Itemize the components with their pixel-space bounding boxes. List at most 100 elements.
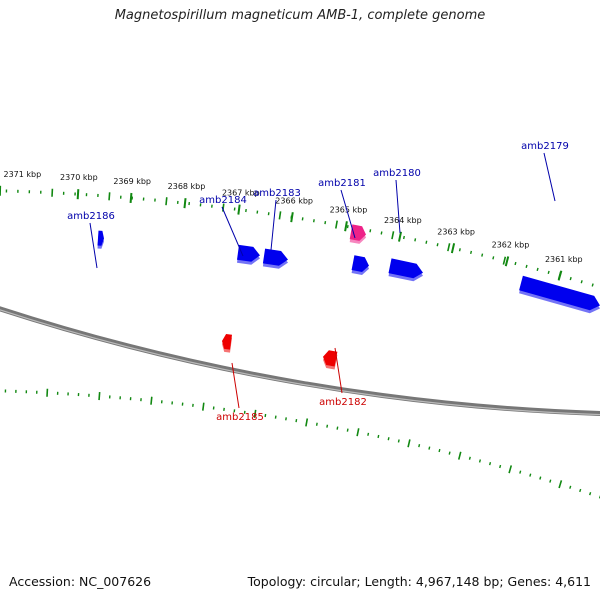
gene-amb2182[interactable] bbox=[323, 350, 338, 370]
backbone-highlight bbox=[0, 309, 600, 416]
gene-amb2180-body bbox=[351, 255, 369, 272]
scale-tick-mark bbox=[398, 231, 402, 242]
label-leader-amb2184 bbox=[221, 206, 244, 257]
outer-track-tick bbox=[324, 221, 327, 225]
outer-track-tick bbox=[447, 243, 451, 252]
inner-track-tick bbox=[438, 448, 441, 453]
outer-track-tick bbox=[391, 231, 395, 240]
inner-track-tick bbox=[529, 473, 532, 477]
outer-track-tick bbox=[591, 283, 594, 287]
gene-amb2185-body bbox=[222, 334, 232, 350]
outer-track-tick bbox=[380, 231, 383, 235]
scale-tick-mark bbox=[557, 270, 563, 281]
scale-tick-label: 2368 kbp bbox=[168, 182, 206, 191]
inner-track-tick bbox=[305, 418, 309, 427]
outer-track-tick bbox=[458, 248, 461, 252]
inner-track-tick bbox=[387, 437, 390, 441]
inner-track-tick bbox=[315, 422, 318, 426]
gene-amb2181-body bbox=[349, 224, 366, 241]
outer-track-tick bbox=[525, 264, 528, 269]
scale-tick-mark bbox=[450, 243, 456, 254]
label-leader-amb2179 bbox=[543, 152, 556, 202]
gene-amb2180[interactable] bbox=[388, 258, 424, 282]
gene-amb2179[interactable] bbox=[519, 275, 600, 314]
outer-track-tick bbox=[436, 243, 439, 247]
inner-track-tick bbox=[397, 439, 400, 443]
gene-amb2184-body bbox=[237, 244, 260, 262]
inner-track-tick bbox=[488, 462, 492, 466]
scale-tick-label: 2370 kbp bbox=[60, 173, 98, 182]
gene-label-amb2182[interactable]: amb2182 bbox=[319, 397, 367, 408]
gene-label-amb2186[interactable]: amb2186 bbox=[67, 211, 115, 222]
scale-tick-label: 2362 kbp bbox=[492, 241, 530, 250]
scale-tick-mark bbox=[504, 256, 510, 267]
gene-amb2183[interactable] bbox=[262, 248, 288, 269]
inner-track-tick bbox=[336, 426, 339, 430]
outer-track-tick bbox=[278, 211, 282, 220]
scale-tick-label: 2361 kbp bbox=[545, 255, 583, 264]
inner-track-tick bbox=[428, 446, 431, 450]
inner-track-tick bbox=[253, 409, 257, 418]
gene-amb2186[interactable] bbox=[97, 230, 105, 249]
inner-track-tick bbox=[499, 464, 502, 469]
inner-track-tick bbox=[346, 428, 349, 432]
map-title: Magnetospirillum magneticum AMB-1, compl… bbox=[114, 8, 486, 23]
scale-tick-mark bbox=[344, 221, 348, 232]
gene-labels: amb2186 amb2185 amb2184 amb2183 amb2182 amb21… bbox=[67, 141, 569, 423]
track-ticks bbox=[4, 188, 600, 499]
scale-tick-label: 2363 kbp bbox=[437, 228, 475, 237]
outer-track-tick bbox=[402, 235, 405, 240]
inner-track-tick bbox=[448, 451, 451, 455]
gene-amb2183-body bbox=[262, 248, 288, 266]
outer-track-tick bbox=[335, 220, 338, 229]
gene-amb2184[interactable] bbox=[237, 244, 260, 265]
inner-track-tick bbox=[377, 434, 380, 439]
gene-amb2182-body bbox=[323, 350, 338, 367]
outer-track-tick bbox=[481, 253, 484, 257]
scale-tick-label: 2365 kbp bbox=[330, 205, 368, 214]
outer-track-tick bbox=[369, 229, 372, 233]
inner-track-tick bbox=[468, 456, 471, 460]
outer-track-tick bbox=[547, 270, 550, 274]
gene-label-amb2185[interactable]: amb2185 bbox=[216, 412, 264, 423]
inner-track-tick bbox=[418, 444, 421, 448]
backbone-line bbox=[0, 306, 600, 416]
inner-track-tick bbox=[478, 459, 482, 463]
gene-amb2180[interactable] bbox=[351, 255, 369, 275]
gene-amb2181[interactable] bbox=[349, 224, 366, 244]
outer-track-tick bbox=[580, 280, 583, 284]
scale-tick-mark bbox=[76, 189, 80, 200]
inner-track-tick bbox=[98, 392, 101, 401]
gene-label-amb2183[interactable]: amb2183 bbox=[253, 188, 301, 199]
outer-track-tick bbox=[492, 256, 495, 260]
gene-amb2185[interactable] bbox=[222, 334, 232, 353]
gene-amb2179-body bbox=[519, 275, 600, 311]
inner-track-tick bbox=[579, 488, 582, 493]
label-leader-amb2182 bbox=[334, 347, 343, 394]
outer-track-tick bbox=[425, 240, 428, 244]
scale-tick-mark bbox=[237, 204, 241, 215]
inner-track-tick bbox=[549, 479, 552, 483]
outer-track-tick bbox=[165, 197, 168, 206]
gene-label-amb2184[interactable]: amb2184 bbox=[199, 195, 247, 206]
outer-track-tick bbox=[414, 238, 417, 242]
gene-features bbox=[97, 224, 600, 370]
gene-amb2186-body bbox=[97, 230, 104, 246]
scale-tick-label: 2367 kbp bbox=[222, 189, 260, 198]
scale-tick-label: 2364 kbp bbox=[384, 216, 422, 225]
outer-track-tick bbox=[569, 276, 572, 281]
outer-track-tick bbox=[469, 250, 473, 255]
scale-tick-label: 2371 kbp bbox=[4, 170, 42, 179]
label-leader-amb2181 bbox=[340, 189, 356, 239]
gene-label-amb2180[interactable]: amb2180 bbox=[373, 168, 421, 179]
inner-track-tick bbox=[519, 470, 522, 474]
inner-track-tick bbox=[558, 480, 563, 489]
gene-label-amb2179[interactable]: amb2179 bbox=[521, 141, 569, 152]
inner-track-tick bbox=[367, 432, 370, 436]
scale-ticks: 2371 kbp 2370 kbp 2369 kbp 2368 kbp 2367 kbp… bbox=[0, 170, 583, 281]
scale-tick-mark bbox=[129, 192, 133, 204]
scale-tick-mark bbox=[290, 212, 294, 223]
scale-tick-label: 2366 kbp bbox=[275, 196, 313, 205]
gene-label-amb2181[interactable]: amb2181 bbox=[318, 178, 366, 189]
inner-track-tick bbox=[356, 428, 360, 437]
